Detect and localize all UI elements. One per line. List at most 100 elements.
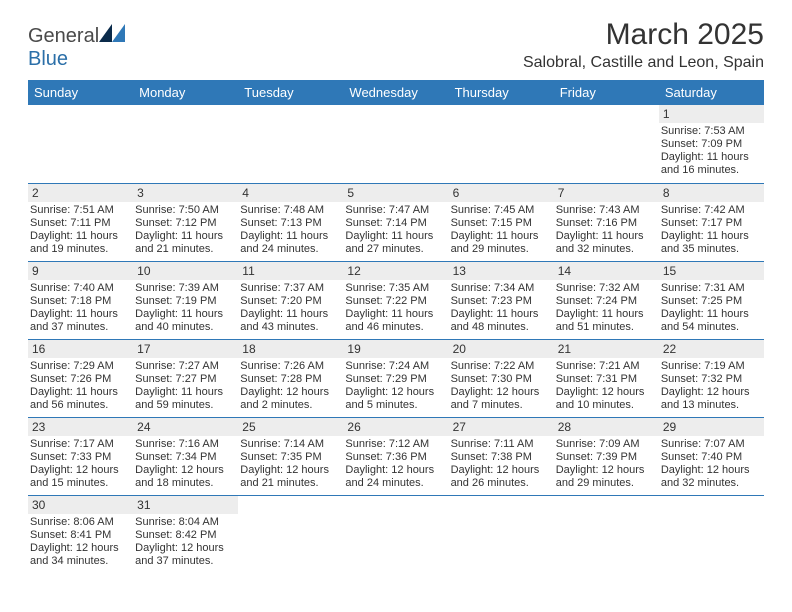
sunset-line: Sunset: 7:24 PM	[556, 295, 657, 308]
calendar-cell: 14Sunrise: 7:32 AMSunset: 7:24 PMDayligh…	[554, 261, 659, 339]
day-number: 5	[343, 184, 448, 202]
day-number: 14	[554, 262, 659, 280]
sunset-line: Sunset: 7:32 PM	[661, 373, 762, 386]
sunset-line: Sunset: 7:16 PM	[556, 217, 657, 230]
day-number: 21	[554, 340, 659, 358]
sunset-line: Sunset: 7:27 PM	[135, 373, 236, 386]
day-number: 20	[449, 340, 554, 358]
title-block: March 2025 Salobral, Castille and Leon, …	[523, 18, 764, 72]
sunrise-line: Sunrise: 8:04 AM	[135, 516, 236, 529]
calendar-cell: 29Sunrise: 7:07 AMSunset: 7:40 PMDayligh…	[659, 417, 764, 495]
calendar-week-row: 2 Sunrise: 7:51 AMSunset: 7:11 PM Daylight…	[28, 183, 764, 261]
daylight-line: Daylight: 12 hours and 18 minutes.	[135, 464, 236, 490]
calendar-cell	[28, 105, 133, 183]
day-details: Sunrise: 7:26 AMSunset: 7:28 PMDaylight:…	[238, 358, 343, 412]
sunrise-line: Sunrise: 7:37 AM	[240, 282, 341, 295]
daylight-line: Daylight: 11 hours and 35 minutes.	[661, 230, 762, 256]
daylight-line: Daylight: 11 hours and 59 minutes.	[135, 386, 236, 412]
day-number: 2	[28, 184, 133, 202]
day-number: 16	[28, 340, 133, 358]
day-details: Sunrise: 7:42 AMSunset: 7:17 PMDaylight:…	[659, 202, 764, 256]
calendar-cell	[449, 105, 554, 183]
day-number: 1	[659, 105, 764, 123]
calendar-cell: 20Sunrise: 7:22 AMSunset: 7:30 PMDayligh…	[449, 339, 554, 417]
calendar-cell: 8Sunrise: 7:42 AMSunset: 7:17 PMDaylight…	[659, 183, 764, 261]
daylight-line: Daylight: 12 hours and 13 minutes.	[661, 386, 762, 412]
day-number: 18	[238, 340, 343, 358]
sunset-line: Sunset: 7:28 PM	[240, 373, 341, 386]
sunrise-line: Sunrise: 7:14 AM	[240, 438, 341, 451]
day-details: Sunrise: 7:21 AMSunset: 7:31 PMDaylight:…	[554, 358, 659, 412]
day-details: Sunrise: 8:04 AMSunset: 8:42 PMDaylight:…	[133, 514, 238, 568]
day-details: Sunrise: 7:11 AMSunset: 7:38 PMDaylight:…	[449, 436, 554, 490]
calendar-cell: 27Sunrise: 7:11 AMSunset: 7:38 PMDayligh…	[449, 417, 554, 495]
day-details: Sunrise: 7:14 AMSunset: 7:35 PMDaylight:…	[238, 436, 343, 490]
daylight-line: Daylight: 11 hours and 51 minutes.	[556, 308, 657, 334]
calendar-cell: 26Sunrise: 7:12 AMSunset: 7:36 PMDayligh…	[343, 417, 448, 495]
day-number: 3	[133, 184, 238, 202]
sunrise-line: Sunrise: 7:51 AM	[30, 204, 131, 217]
calendar-cell: 3Sunrise: 7:50 AMSunset: 7:12 PMDaylight…	[133, 183, 238, 261]
day-details: Sunrise: 7:45 AMSunset: 7:15 PMDaylight:…	[449, 202, 554, 256]
daylight-line: Daylight: 11 hours and 16 minutes.	[661, 151, 762, 177]
calendar-week-row: 1Sunrise: 7:53 AMSunset: 7:09 PMDaylight…	[28, 105, 764, 183]
calendar-cell: 6Sunrise: 7:45 AMSunset: 7:15 PMDaylight…	[449, 183, 554, 261]
daylight-line: Daylight: 11 hours and 40 minutes.	[135, 308, 236, 334]
sunset-line: Sunset: 7:25 PM	[661, 295, 762, 308]
sunrise-line: Sunrise: 7:53 AM	[661, 125, 762, 138]
sunset-line: Sunset: 7:11 PM	[30, 217, 131, 230]
sunset-line: Sunset: 8:42 PM	[135, 529, 236, 542]
weekday-header: Tuesday	[238, 80, 343, 105]
calendar-cell	[343, 105, 448, 183]
calendar-cell	[343, 495, 448, 573]
day-details: Sunrise: 7:27 AMSunset: 7:27 PMDaylight:…	[133, 358, 238, 412]
calendar-week-row: 16Sunrise: 7:29 AMSunset: 7:26 PMDayligh…	[28, 339, 764, 417]
calendar-cell: 24Sunrise: 7:16 AMSunset: 7:34 PMDayligh…	[133, 417, 238, 495]
calendar-cell: 30Sunrise: 8:06 AMSunset: 8:41 PMDayligh…	[28, 495, 133, 573]
sunset-line: Sunset: 7:36 PM	[345, 451, 446, 464]
daylight-line: Daylight: 11 hours and 54 minutes.	[661, 308, 762, 334]
sunrise-line: Sunrise: 7:12 AM	[345, 438, 446, 451]
day-details: Sunrise: 7:37 AMSunset: 7:20 PMDaylight:…	[238, 280, 343, 334]
day-details: Sunrise: 7:43 AMSunset: 7:16 PMDaylight:…	[554, 202, 659, 256]
sunrise-line: Sunrise: 7:43 AM	[556, 204, 657, 217]
day-details: Sunrise: 7:40 AMSunset: 7:18 PMDaylight:…	[28, 280, 133, 334]
sunset-line: Sunset: 7:33 PM	[30, 451, 131, 464]
sunset-line: Sunset: 7:26 PM	[30, 373, 131, 386]
sunset-line: Sunset: 7:18 PM	[30, 295, 131, 308]
day-number: 24	[133, 418, 238, 436]
daylight-line: Daylight: 11 hours and 24 minutes.	[240, 230, 341, 256]
calendar-week-row: 30Sunrise: 8:06 AMSunset: 8:41 PMDayligh…	[28, 495, 764, 573]
day-number: 28	[554, 418, 659, 436]
calendar-cell: 28Sunrise: 7:09 AMSunset: 7:39 PMDayligh…	[554, 417, 659, 495]
calendar-cell	[554, 495, 659, 573]
sunset-line: Sunset: 7:38 PM	[451, 451, 552, 464]
calendar-cell: 21Sunrise: 7:21 AMSunset: 7:31 PMDayligh…	[554, 339, 659, 417]
day-number: 6	[449, 184, 554, 202]
calendar-cell: 5Sunrise: 7:47 AMSunset: 7:14 PMDaylight…	[343, 183, 448, 261]
day-number: 8	[659, 184, 764, 202]
sunrise-line: Sunrise: 7:19 AM	[661, 360, 762, 373]
daylight-line: Daylight: 12 hours and 5 minutes.	[345, 386, 446, 412]
sunrise-line: Sunrise: 7:45 AM	[451, 204, 552, 217]
daylight-line: Daylight: 11 hours and 43 minutes.	[240, 308, 341, 334]
calendar-page: GeneralBlue March 2025 Salobral, Castill…	[0, 0, 792, 583]
sunrise-line: Sunrise: 7:39 AM	[135, 282, 236, 295]
weekday-header: Friday	[554, 80, 659, 105]
sunrise-line: Sunrise: 7:11 AM	[451, 438, 552, 451]
day-details: Sunrise: 7:09 AMSunset: 7:39 PMDaylight:…	[554, 436, 659, 490]
daylight-line: Daylight: 12 hours and 15 minutes.	[30, 464, 131, 490]
day-details: Sunrise: 7:07 AMSunset: 7:40 PMDaylight:…	[659, 436, 764, 490]
day-number: 4	[238, 184, 343, 202]
calendar-table: SundayMondayTuesdayWednesdayThursdayFrid…	[28, 80, 764, 573]
day-details: Sunrise: 7:19 AMSunset: 7:32 PMDaylight:…	[659, 358, 764, 412]
calendar-cell: 23Sunrise: 7:17 AMSunset: 7:33 PMDayligh…	[28, 417, 133, 495]
sunrise-line: Sunrise: 7:47 AM	[345, 204, 446, 217]
sunset-line: Sunset: 7:20 PM	[240, 295, 341, 308]
logo-text: GeneralBlue	[28, 24, 125, 71]
calendar-cell: 19Sunrise: 7:24 AMSunset: 7:29 PMDayligh…	[343, 339, 448, 417]
sunset-line: Sunset: 7:22 PM	[345, 295, 446, 308]
day-details: Sunrise: 7:17 AMSunset: 7:33 PMDaylight:…	[28, 436, 133, 490]
sunrise-line: Sunrise: 7:48 AM	[240, 204, 341, 217]
daylight-line: Daylight: 12 hours and 37 minutes.	[135, 542, 236, 568]
